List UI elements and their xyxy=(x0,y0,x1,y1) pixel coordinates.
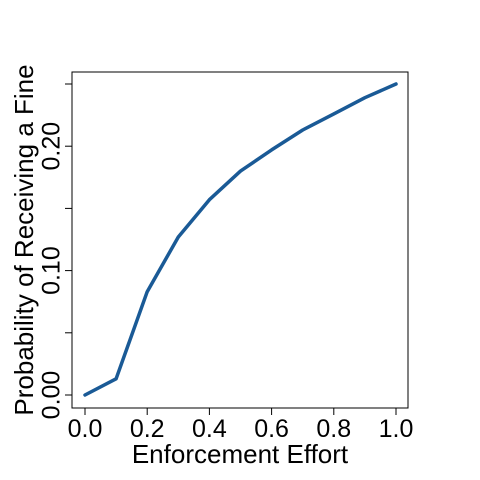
y-tick-label: 0.20 xyxy=(38,122,66,171)
y-tick-label: 0.10 xyxy=(38,246,66,295)
x-axis-label: Enforcement Effort xyxy=(132,439,349,469)
y-axis: 0.00 0.10 0.20 xyxy=(38,83,72,420)
x-tick-label: 0.6 xyxy=(254,415,289,443)
series-layer xyxy=(83,82,398,397)
y-tick-label: 0.00 xyxy=(38,371,66,420)
series-line xyxy=(83,82,398,397)
x-tick-label: 1.0 xyxy=(379,415,414,443)
x-tick-label: 0.8 xyxy=(316,415,351,443)
x-tick-label: 0.2 xyxy=(130,415,165,443)
plot-frame xyxy=(71,71,409,409)
y-axis-label: Probability of Receiving a Fine xyxy=(9,64,39,415)
x-tick-label: 0.0 xyxy=(68,415,103,443)
x-tick-label: 0.4 xyxy=(192,415,227,443)
x-axis: 0.0 0.2 0.4 0.6 0.8 1.0 xyxy=(68,408,414,443)
